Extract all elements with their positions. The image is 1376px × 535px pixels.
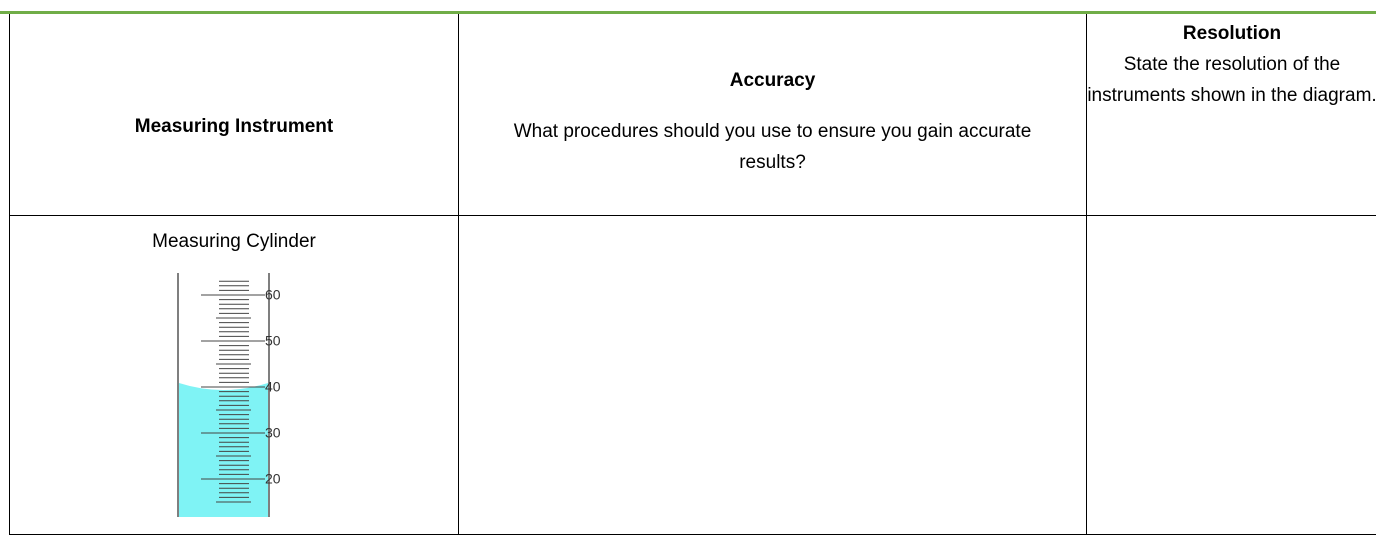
scale-label: 60 xyxy=(265,287,281,303)
header-cell: Accuracy What procedures should you use … xyxy=(458,14,1086,216)
header-text: Measuring Instrument xyxy=(134,116,334,137)
header-text: What procedures should you use to ensure… xyxy=(513,121,1032,173)
cylinder-diagram: 60 50 40 30 20 xyxy=(177,273,281,517)
header-text: State the resolution of the instruments … xyxy=(1087,54,1376,106)
body-cell: Measuring Cylinder 60 50 40 30 20 xyxy=(9,215,458,535)
instrument-name: Measuring Cylinder xyxy=(152,231,316,252)
page: Measuring Instrument Accuracy What proce… xyxy=(0,11,1376,535)
body-cell xyxy=(1086,215,1376,535)
scale-label: 20 xyxy=(265,471,281,487)
scale-label: 30 xyxy=(265,425,281,441)
body-cell xyxy=(458,215,1086,535)
scale-label: 40 xyxy=(265,379,281,395)
header-title: Accuracy xyxy=(729,70,816,91)
header-title: Resolution xyxy=(1182,23,1282,44)
top-rule xyxy=(0,11,1376,14)
header-cell: Resolution State the resolution of the i… xyxy=(1086,14,1376,216)
header-cell: Measuring Instrument xyxy=(9,14,458,216)
scale-label: 50 xyxy=(265,333,281,349)
